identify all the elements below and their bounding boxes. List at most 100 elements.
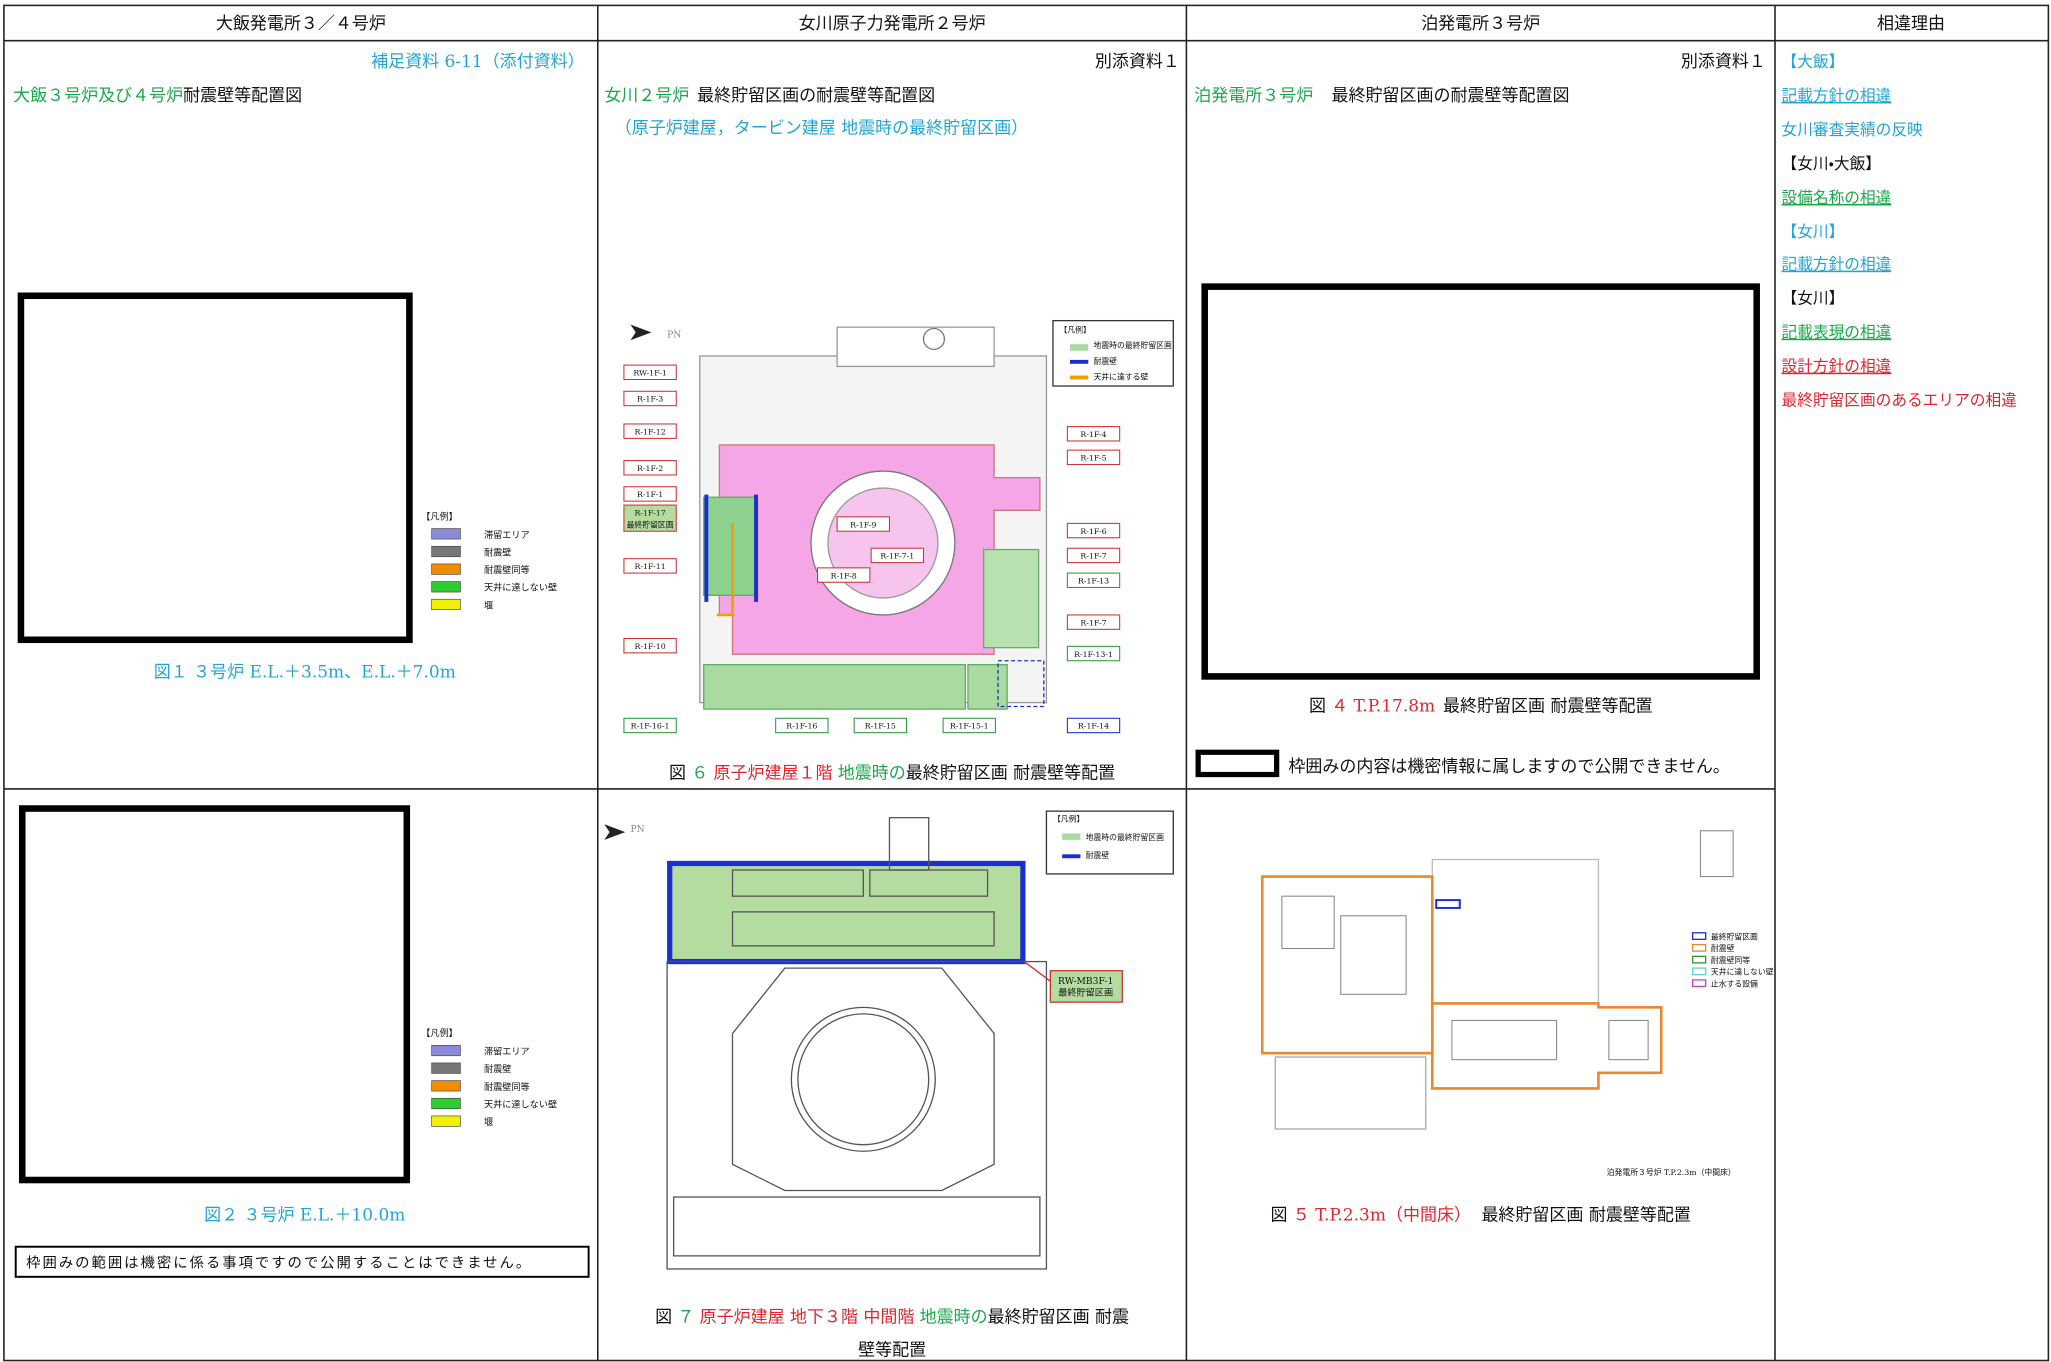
legend-item: 地震時の最終貯留区画 bbox=[1086, 832, 1164, 842]
caption-part: ６ bbox=[691, 763, 708, 783]
label-box bbox=[1066, 614, 1121, 630]
label-box bbox=[1066, 426, 1121, 442]
plan-label: R-1F-4 bbox=[1080, 430, 1106, 439]
legend-item: 耐震壁 bbox=[484, 546, 511, 558]
title-part: 大飯３号炉及び４号炉 bbox=[13, 86, 183, 106]
caption-part: ４ T.P.17.8m bbox=[1331, 697, 1435, 717]
legend-item: 天井に達しない壁 bbox=[484, 1098, 557, 1110]
reason-item: 記載方針の相違 bbox=[1782, 255, 1892, 274]
reason-item: 【女川】 bbox=[1782, 222, 1845, 241]
label-box bbox=[623, 637, 677, 654]
plan-label: R-1F-14 bbox=[1078, 722, 1109, 731]
reason-item: 女川審査実績の反映 bbox=[1782, 120, 1923, 139]
column-header: 泊発電所３号炉 bbox=[1421, 14, 1540, 34]
section-title: 大飯３号炉及び４号炉耐震壁等配置図 bbox=[13, 86, 302, 106]
legend-item: 地震時の最終貯留区画 bbox=[1094, 340, 1172, 350]
column-header: 相違理由 bbox=[1877, 14, 1945, 34]
plan-label: R-1F-11 bbox=[634, 562, 665, 571]
plan-label: R-1F-10 bbox=[634, 642, 665, 651]
caption-part: 図 bbox=[1309, 697, 1326, 717]
title-part: 最終貯留区画の耐震壁等配置図 bbox=[1332, 86, 1570, 106]
plan-label: RW-MB3F-1 bbox=[1058, 977, 1113, 987]
title-part: 耐震壁等配置図 bbox=[183, 86, 302, 106]
label-box bbox=[775, 717, 829, 734]
north-label: PN bbox=[667, 331, 681, 341]
plan-label: R-1F-5 bbox=[1080, 454, 1106, 463]
legend-item: 天井に達しない壁 bbox=[484, 582, 557, 594]
legend-item: 【凡例】 bbox=[1060, 324, 1091, 334]
legend-swatch bbox=[431, 528, 461, 540]
legend-item: 滞留エリア bbox=[484, 1045, 530, 1057]
reason-list: 【大飯】記載方針の相違女川審査実績の反映【女川・大飯】設備名称の相違【女川】記載… bbox=[1782, 52, 2018, 410]
legend-item: 耐震壁 bbox=[1094, 356, 1118, 366]
caption-part: 地震時の bbox=[838, 763, 906, 783]
reason-item: 設計方針の相違 bbox=[1782, 357, 1892, 376]
legend-item: 【凡例】 bbox=[1053, 814, 1084, 824]
label-box bbox=[1066, 717, 1121, 734]
label-box bbox=[1066, 572, 1121, 588]
legend-swatch bbox=[431, 563, 461, 575]
legend-swatch bbox=[431, 1115, 461, 1127]
legend-item: 天井に達しない壁 bbox=[1711, 967, 1774, 977]
label-box bbox=[623, 504, 677, 532]
legend-item: 堰 bbox=[484, 1117, 493, 1128]
figure-caption: 図１ ３号炉 E.L.＋3.5m、E.L.＋7.0m bbox=[154, 663, 456, 683]
plan-label: R-1F-13 bbox=[1078, 577, 1109, 586]
legend-swatch bbox=[1691, 979, 1707, 988]
legend-title: 【凡例】 bbox=[421, 1027, 458, 1039]
reason-item: 設備名称の相違 bbox=[1782, 188, 1892, 207]
reason-item: 【女川】 bbox=[1782, 289, 1845, 308]
legend-item: 耐震壁 bbox=[484, 1063, 511, 1075]
label-box bbox=[870, 547, 924, 564]
caption-part: 最終貯留区画 耐震壁等配置 bbox=[906, 763, 1115, 783]
caption-part: 地震時の bbox=[920, 1308, 988, 1328]
title-part: 最終貯留区画の耐震壁等配置図 bbox=[697, 86, 935, 106]
reason-item: 【大飯】 bbox=[1782, 52, 1845, 71]
confidential-note: 枠囲みの範囲は機密に係る事項ですので公開することはできません。 bbox=[26, 1254, 532, 1272]
legend-swatch bbox=[431, 598, 461, 611]
caption-part: 図 bbox=[655, 1308, 672, 1328]
north-label: PN bbox=[630, 825, 644, 835]
plan-label: R-1F-9 bbox=[850, 520, 876, 529]
plan-label: R-1F-12 bbox=[634, 427, 665, 436]
plan-label: R-1F-17 bbox=[634, 509, 665, 518]
redacted-figure bbox=[18, 805, 411, 1184]
legend-swatch bbox=[1691, 967, 1707, 976]
plan-label: R-1F-7 bbox=[1080, 552, 1106, 561]
plan-label: R-1F-15 bbox=[865, 722, 896, 731]
label-box bbox=[853, 717, 907, 734]
redacted-figure bbox=[1201, 283, 1760, 680]
plan-label: R-1F-13-1 bbox=[1074, 650, 1113, 659]
legend-swatch bbox=[431, 545, 461, 558]
legend-swatch bbox=[431, 1080, 461, 1092]
attachment-label: 別添資料１ bbox=[1095, 52, 1180, 72]
plan-label: R-1F-7-1 bbox=[880, 552, 914, 561]
figure-caption: 図 ７ 原子炉建屋 地下３階 中間階 地震時の最終貯留区画 耐震 bbox=[655, 1308, 1129, 1328]
column-header: 大飯発電所３／４号炉 bbox=[216, 14, 386, 34]
figure-caption: 壁等配置 bbox=[858, 1340, 926, 1360]
table-grid bbox=[3, 4, 2050, 1362]
legend-swatch bbox=[1691, 943, 1707, 952]
figure-caption: 図２ ３号炉 E.L.＋10.0m bbox=[204, 1206, 405, 1226]
legend-swatch bbox=[431, 1062, 461, 1074]
reason-item: 記載表現の相違 bbox=[1782, 323, 1892, 342]
label-box bbox=[1066, 449, 1121, 466]
caption-part: 図 bbox=[669, 763, 686, 783]
caption-part: 最終貯留区画 耐震壁等配置 bbox=[1443, 697, 1652, 717]
plan-label: RW-1F-1 bbox=[633, 369, 667, 378]
plan-label: R-1F-6 bbox=[1080, 527, 1106, 536]
plan-label: 最終貯留区画 bbox=[627, 519, 674, 529]
figure-caption: 図 ６ 原子炉建屋１階 地震時の最終貯留区画 耐震壁等配置 bbox=[669, 763, 1115, 783]
plan-label: R-1F-1 bbox=[637, 490, 663, 499]
redacted-figure bbox=[17, 292, 413, 644]
legend-item: 最終貯留区画 bbox=[1711, 931, 1758, 941]
legend-item: 耐震壁同等 bbox=[1711, 955, 1750, 965]
plan-label: 最終貯留区画 bbox=[1058, 987, 1113, 999]
reason-item: 最終貯留区画のあるエリアの相違 bbox=[1782, 391, 2018, 410]
